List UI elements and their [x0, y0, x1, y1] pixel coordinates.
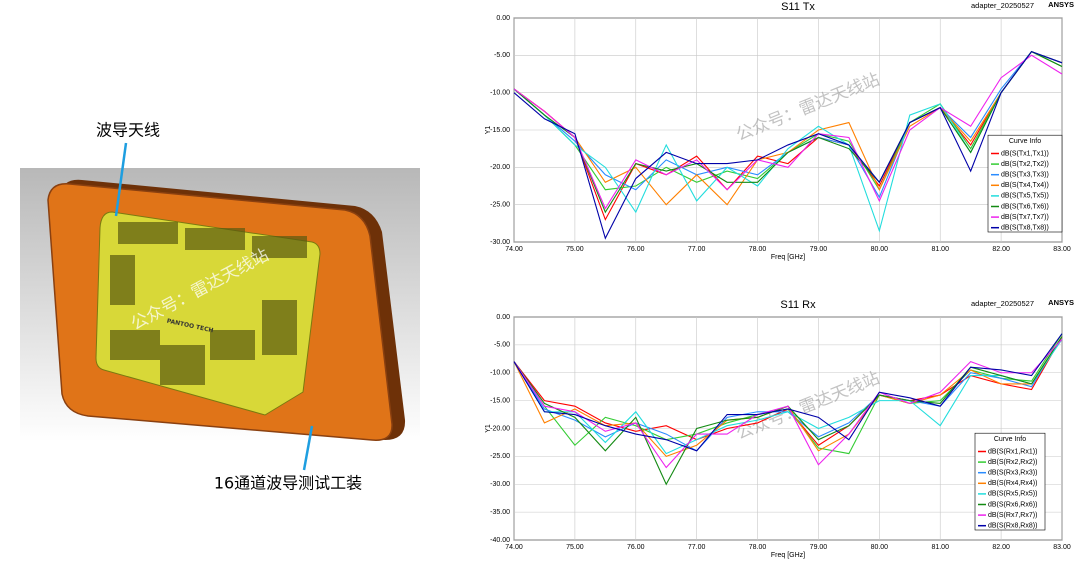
x-axis-label: Freq [GHz]	[771, 254, 805, 261]
brand: ANSYS	[1048, 0, 1074, 9]
y-tick-label: -5.00	[494, 52, 510, 59]
legend-box	[974, 432, 1046, 531]
legend-label: dB(S(Tx2,Tx2))	[1001, 161, 1049, 168]
x-tick-label: 79.00	[810, 246, 828, 253]
x-tick-label: 80.00	[871, 246, 889, 253]
legend-label: dB(S(Tx1,Tx1))	[1001, 150, 1049, 157]
y-tick-label: -25.00	[490, 453, 510, 460]
legend-label: dB(S(Tx5,Tx5))	[1001, 193, 1049, 200]
callout-line	[302, 425, 314, 471]
chart: 0.00 -5.00 -10.00 -15.00 -20.00 -25.00 -30.00 -…	[485, 298, 1074, 559]
series-line	[513, 338, 1063, 469]
legend-label: dB(S(Rx3,Rx3))	[988, 470, 1037, 477]
x-tick-label: 75.00	[566, 544, 584, 551]
series-line	[513, 50, 1063, 221]
x-tick-label: 76.00	[627, 544, 645, 551]
callout-label: 16通道波导测试工装	[214, 474, 362, 493]
legend-label: dB(S(Rx8,Rx8))	[988, 523, 1037, 530]
y-tick-label: 0.00	[496, 15, 510, 22]
brand: ANSYS	[1048, 298, 1074, 307]
x-tick-label: 81.00	[931, 544, 949, 551]
legend-label: dB(S(Tx7,Tx7))	[1001, 214, 1049, 221]
legend-box	[987, 134, 1063, 233]
legend-label: dB(S(Rx2,Rx2))	[988, 459, 1037, 466]
x-tick-label: 76.00	[627, 246, 645, 253]
y-tick-label: -10.00	[490, 370, 510, 377]
y-tick-label: -15.00	[490, 397, 510, 404]
x-tick-label: 78.00	[749, 246, 767, 253]
x-tick-label: 79.00	[810, 544, 828, 551]
legend-label: dB(S(Tx6,Tx6))	[1001, 203, 1049, 210]
legend-title: Curve Info	[1009, 138, 1041, 145]
x-tick-label: 81.00	[931, 246, 949, 253]
y-tick-label: -40.00	[490, 537, 510, 544]
legend: Curve Info dB(S(Tx1,Tx1)) dB(S(Tx2,Tx2)) dB…	[987, 134, 1063, 233]
legend-label: dB(S(Tx8,Tx8))	[1001, 225, 1049, 232]
slots	[110, 222, 307, 385]
x-tick-label: 80.00	[871, 544, 889, 551]
y-tick-label: -5.00	[494, 342, 510, 349]
chart: 0.00-5.00-10.00-15.00-20.00-25.00-30.007…	[485, 0, 1074, 261]
x-tick-label: 78.00	[749, 544, 767, 551]
x-axis-label: Freq [GHz]	[771, 552, 805, 559]
series-line	[513, 50, 1063, 214]
chart-subtitle: adapter_20250527	[971, 1, 1034, 10]
series-line	[513, 333, 1063, 452]
x-tick-label: 82.00	[992, 544, 1010, 551]
legend-title: Curve Info	[994, 436, 1026, 443]
series-line	[513, 50, 1063, 240]
legend-label: dB(S(Rx5,Rx5))	[988, 491, 1037, 498]
chart-subtitle: adapter_20250527	[971, 299, 1034, 308]
antenna-plate	[95, 211, 321, 416]
x-tick-label: 75.00	[566, 246, 584, 253]
x-tick-label: 82.00	[992, 246, 1010, 253]
legend-label: dB(S(Rx6,Rx6))	[988, 501, 1037, 508]
x-tick-label: 83.00	[1053, 246, 1071, 253]
y-tick-label: -35.00	[490, 509, 510, 516]
legend-label: dB(S(Tx4,Tx4))	[1001, 182, 1049, 189]
x-tick-label: 77.00	[688, 544, 706, 551]
y-tick-label: 0.00	[496, 314, 510, 321]
legend: Curve Info dB(S(Rx1,Rx1)) dB(S(Rx2,Rx2)) dB…	[974, 432, 1046, 531]
y-tick-label: -20.00	[490, 164, 510, 171]
y-tick-label: -25.00	[490, 202, 510, 209]
legend-label: dB(S(Rx4,Rx4))	[988, 480, 1037, 487]
y-axis-label: Y1	[485, 424, 492, 433]
y-tick-label: -30.00	[490, 239, 510, 246]
x-tick-label: 83.00	[1053, 544, 1071, 551]
render: PANTOO TECH 波导天线 16通道波导测试工装 公众号：雷达天线站	[20, 121, 420, 493]
series-line	[513, 338, 1063, 455]
y-tick-label: -10.00	[490, 90, 510, 97]
chart-title: S11 Tx	[781, 1, 815, 13]
series-line	[513, 54, 1063, 210]
y-tick-label: -20.00	[490, 425, 510, 432]
legend-label: dB(S(Rx7,Rx7))	[988, 512, 1037, 519]
callout-label: 波导天线	[96, 121, 160, 140]
x-tick-label: 77.00	[688, 246, 706, 253]
y-tick-label: -30.00	[490, 481, 510, 488]
y-tick-label: -15.00	[490, 127, 510, 134]
x-tick-label: 74.00	[505, 246, 523, 253]
y-axis-label: Y1	[485, 126, 492, 135]
callout-line	[114, 142, 128, 217]
x-tick-label: 74.00	[505, 544, 523, 551]
legend-label: dB(S(Tx3,Tx3))	[1001, 172, 1049, 179]
chart-title: S11 Rx	[780, 299, 816, 311]
legend-label: dB(S(Rx1,Rx1))	[988, 448, 1037, 455]
